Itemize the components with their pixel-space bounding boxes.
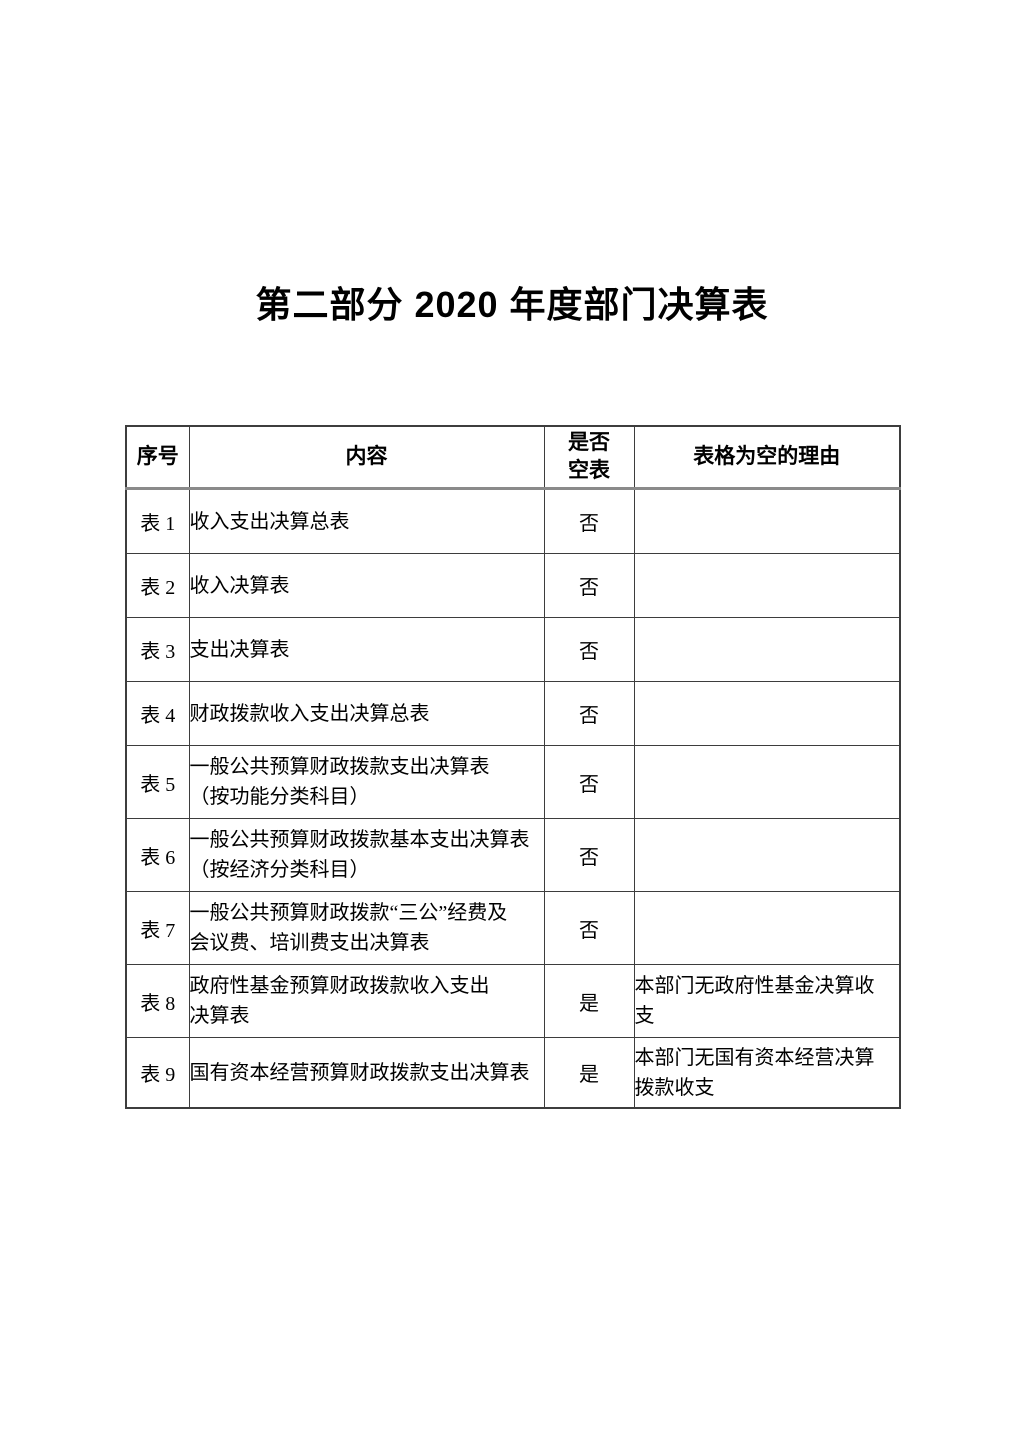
header-cell-no: 序号 — [125, 425, 190, 490]
row-reason — [633, 553, 901, 618]
row-reason — [633, 681, 901, 746]
row-number: 表 4 — [125, 681, 190, 746]
row-number: 表 8 — [125, 964, 190, 1038]
row-number: 表 3 — [125, 617, 190, 682]
row-is-empty: 否 — [543, 488, 635, 554]
row-is-empty: 否 — [543, 617, 635, 682]
row-content: 一般公共预算财政拨款基本支出决算表 （按经济分类科目） — [188, 818, 545, 892]
table-row: 表 3 支出决算表 否 — [125, 617, 901, 682]
row-reason: 本部门无政府性基金决算收 支 — [633, 964, 901, 1038]
header-cell-is-empty: 是否 空表 — [543, 425, 635, 490]
row-is-empty: 否 — [543, 745, 635, 819]
row-number: 表 5 — [125, 745, 190, 819]
row-reason — [633, 617, 901, 682]
row-content: 一般公共预算财政拨款“三公”经费及 会议费、培训费支出决算表 — [188, 891, 545, 965]
row-reason — [633, 818, 901, 892]
row-content: 财政拨款收入支出决算总表 — [188, 681, 545, 746]
row-number: 表 1 — [125, 488, 190, 554]
row-is-empty: 否 — [543, 818, 635, 892]
row-number: 表 9 — [125, 1037, 190, 1109]
table-row: 表 6 一般公共预算财政拨款基本支出决算表 （按经济分类科目） 否 — [125, 818, 901, 892]
row-content: 支出决算表 — [188, 617, 545, 682]
table-header-row: 序号 内容 是否 空表 表格为空的理由 — [125, 425, 901, 490]
table-row: 表 2 收入决算表 否 — [125, 553, 901, 618]
page-title: 第二部分 2020 年度部门决算表 — [255, 284, 769, 325]
row-reason — [633, 488, 901, 554]
table-row: 表 9 国有资本经营预算财政拨款支出决算表 是 本部门无国有资本经营决算 拨款收… — [125, 1037, 901, 1109]
row-reason — [633, 891, 901, 965]
budget-tables-index-table: 序号 内容 是否 空表 表格为空的理由 表 1 收入支出决算总表 否 表 2 收… — [125, 425, 901, 1109]
row-content: 政府性基金预算财政拨款收入支出 决算表 — [188, 964, 545, 1038]
row-is-empty: 否 — [543, 681, 635, 746]
row-content: 国有资本经营预算财政拨款支出决算表 — [188, 1037, 545, 1109]
row-reason: 本部门无国有资本经营决算 拨款收支 — [633, 1037, 901, 1109]
row-is-empty: 否 — [543, 891, 635, 965]
table-row: 表 5 一般公共预算财政拨款支出决算表 （按功能分类科目） 否 — [125, 745, 901, 819]
row-number: 表 7 — [125, 891, 190, 965]
table-row: 表 7 一般公共预算财政拨款“三公”经费及 会议费、培训费支出决算表 否 — [125, 891, 901, 965]
row-content: 一般公共预算财政拨款支出决算表 （按功能分类科目） — [188, 745, 545, 819]
row-is-empty: 否 — [543, 553, 635, 618]
table-row: 表 4 财政拨款收入支出决算总表 否 — [125, 681, 901, 746]
header-cell-content: 内容 — [188, 425, 545, 490]
header-cell-reason: 表格为空的理由 — [633, 425, 901, 490]
row-is-empty: 是 — [543, 1037, 635, 1109]
table-row: 表 8 政府性基金预算财政拨款收入支出 决算表 是 本部门无政府性基金决算收 支 — [125, 964, 901, 1038]
row-reason — [633, 745, 901, 819]
table-header: 序号 内容 是否 空表 表格为空的理由 — [125, 425, 901, 490]
row-number: 表 6 — [125, 818, 190, 892]
row-content: 收入支出决算总表 — [188, 488, 545, 554]
row-number: 表 2 — [125, 553, 190, 618]
row-is-empty: 是 — [543, 964, 635, 1038]
table-row: 表 1 收入支出决算总表 否 — [125, 488, 901, 554]
row-content: 收入决算表 — [188, 553, 545, 618]
table-body: 表 1 收入支出决算总表 否 表 2 收入决算表 否 表 3 支出决算表 否 表… — [125, 488, 901, 1109]
